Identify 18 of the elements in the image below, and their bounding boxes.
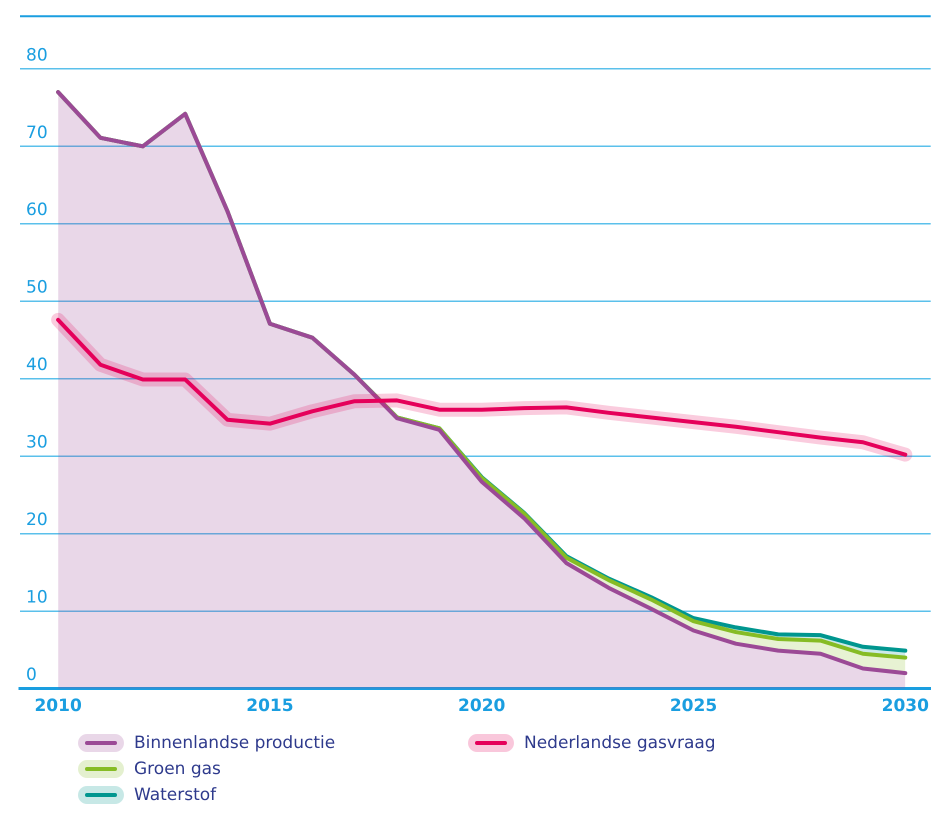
y-tick-label: 30 [26,432,48,453]
y-tick-label: 10 [26,588,48,608]
x-tick-label: 2030 [882,696,930,716]
y-tick-label: 20 [26,510,48,530]
legend-label: Binnenlandse productie [134,733,336,753]
y-tick-label: 80 [26,45,48,66]
x-tick-label: 2015 [246,696,294,716]
legend-label: Groen gas [134,759,221,779]
y-tick-label: 40 [26,355,48,376]
y-tick-label: 70 [26,122,48,143]
legend-label: Waterstof [134,785,216,805]
x-tick-label: 2020 [458,696,506,716]
x-tick-label: 2025 [670,696,718,716]
y-tick-label: 60 [26,200,48,220]
legend-label: Nederlandse gasvraag [524,733,716,753]
x-tick-label: 2010 [34,696,82,716]
y-tick-label: 0 [26,665,37,686]
y-tick-label: 50 [26,278,48,298]
